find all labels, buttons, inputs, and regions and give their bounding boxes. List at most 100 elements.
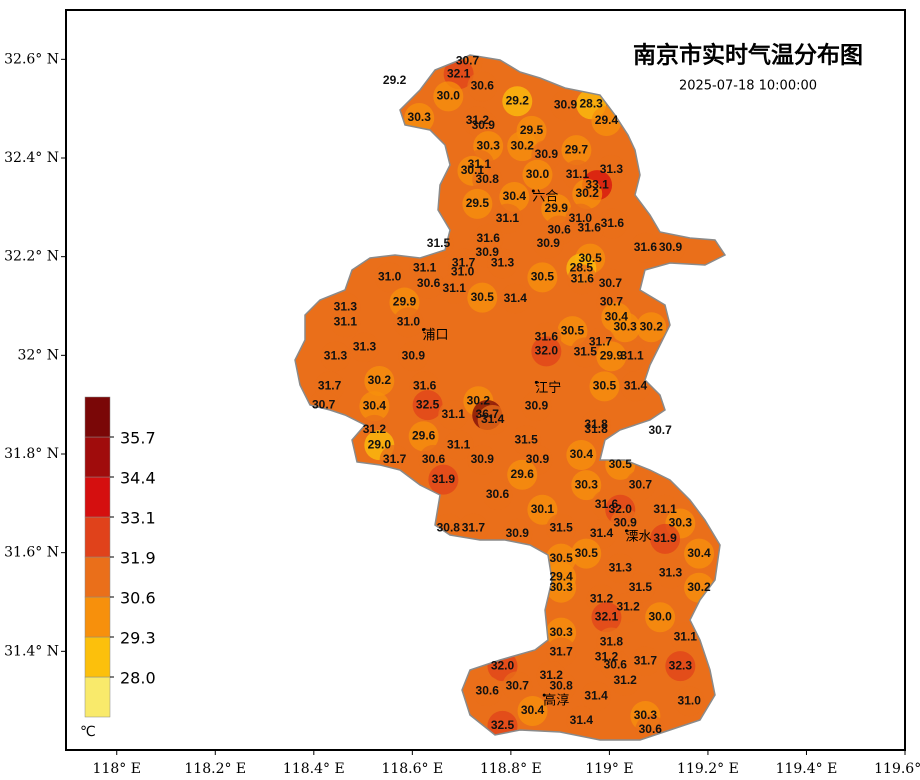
region-border bbox=[294, 54, 727, 741]
station-label: 31.6 bbox=[601, 216, 625, 230]
station-label: 30.6 bbox=[471, 79, 495, 93]
station-label: 30.6 bbox=[476, 683, 500, 697]
colorbar-box bbox=[84, 596, 111, 638]
station-label: 30.6 bbox=[604, 657, 628, 671]
station-label: 29.4 bbox=[595, 113, 619, 127]
temperature-patch bbox=[467, 71, 498, 102]
station-label: 30.9 bbox=[471, 452, 495, 466]
station-label: 28.3 bbox=[579, 96, 603, 110]
temperature-patch bbox=[467, 282, 498, 313]
station-label: 31.7 bbox=[589, 335, 613, 349]
station-label: 29.9 bbox=[393, 295, 417, 309]
temperature-patch bbox=[684, 538, 715, 569]
station-label: 31.0 bbox=[397, 314, 421, 328]
station-label: 32.1 bbox=[447, 66, 471, 80]
x-tick-label: 119.6° E bbox=[874, 761, 920, 777]
station-label: 32.0 bbox=[491, 658, 515, 672]
map-subtitle: 2025-07-18 10:00:00 bbox=[679, 79, 817, 94]
station-label: 29.4 bbox=[549, 570, 573, 584]
station-label: 31.1 bbox=[674, 630, 698, 644]
station-label: 30.2 bbox=[467, 393, 491, 407]
station-label: 31.5 bbox=[427, 236, 451, 250]
station-label: 30.9 bbox=[537, 236, 561, 250]
temperature-patch bbox=[487, 248, 518, 279]
colorbar-box bbox=[84, 396, 111, 438]
station-label: 30.2 bbox=[368, 373, 392, 387]
station-label: 30.9 bbox=[476, 245, 500, 259]
x-tick-label: 118.2° E bbox=[184, 761, 246, 777]
temperature-patch bbox=[359, 391, 390, 422]
station-label: 31.1 bbox=[443, 281, 467, 295]
temperature-patch bbox=[482, 479, 513, 510]
temperature-patch bbox=[472, 164, 503, 195]
temperature-patch bbox=[531, 336, 562, 367]
station-label: 31.7 bbox=[383, 452, 407, 466]
station-label: 30.7 bbox=[600, 295, 624, 309]
station-label: 31.3 bbox=[324, 348, 348, 362]
station-label: 30.5 bbox=[561, 323, 585, 337]
place-label: 高淳 bbox=[543, 693, 569, 709]
temperature-patch bbox=[502, 86, 533, 117]
y-tick-label: 32.6° N bbox=[4, 51, 59, 67]
temperature-patch bbox=[398, 341, 429, 372]
y-tick-label: 32° N bbox=[17, 347, 59, 363]
station-label: 31.4 bbox=[504, 291, 528, 305]
station-label: 29.5 bbox=[466, 196, 490, 210]
station-label: 32.5 bbox=[416, 397, 440, 411]
station-label: 29.0 bbox=[368, 437, 392, 451]
station-label: 30.7 bbox=[599, 276, 623, 290]
temperature-patch bbox=[412, 390, 443, 421]
station-label: 29.2 bbox=[506, 93, 530, 107]
station-label: 30.9 bbox=[472, 118, 496, 132]
place-label: 江宁 bbox=[535, 380, 561, 396]
station-label: 30.6 bbox=[422, 452, 446, 466]
station-label: 30.4 bbox=[605, 310, 629, 324]
colorbar-label: 30.6 bbox=[120, 589, 156, 608]
station-label: 30.5 bbox=[531, 270, 555, 284]
colorbar-unit: ℃ bbox=[80, 724, 96, 740]
temperature-patch bbox=[408, 421, 439, 452]
colorbar-label: 35.7 bbox=[120, 429, 156, 448]
station-label: 31.2 bbox=[616, 600, 640, 614]
station-label: 30.4 bbox=[687, 546, 711, 560]
y-tick-label: 31.6° N bbox=[4, 545, 59, 561]
temperature-patch bbox=[655, 558, 686, 589]
temperature-patch bbox=[374, 262, 405, 293]
station-label: 31.2 bbox=[363, 422, 387, 436]
station-label: 30.9 bbox=[554, 97, 578, 111]
station-label: 30.4 bbox=[570, 447, 594, 461]
station-label: 28.5 bbox=[570, 261, 594, 275]
temperature-patch bbox=[574, 213, 605, 244]
station-label: 31.2 bbox=[540, 668, 564, 682]
colorbar-box bbox=[84, 556, 111, 598]
temperature-patch bbox=[625, 470, 656, 501]
temperature-patch bbox=[605, 553, 636, 584]
temperature-patch bbox=[546, 572, 577, 603]
temperature-patch bbox=[597, 208, 628, 239]
temperature-patch bbox=[572, 179, 603, 210]
station-label: 31.5 bbox=[629, 580, 653, 594]
temperature-patch bbox=[561, 135, 592, 166]
place-label: 溧水 bbox=[625, 529, 651, 544]
temperature-patch bbox=[581, 681, 612, 712]
station-label: 31.8 bbox=[584, 422, 608, 436]
station-label: 30.7 bbox=[456, 53, 480, 67]
station-label: 30.2 bbox=[576, 186, 600, 200]
temperature-patch bbox=[458, 513, 489, 544]
temperature-patch bbox=[630, 232, 661, 263]
station-label: 32.0 bbox=[535, 344, 559, 358]
temperature-patch bbox=[566, 705, 597, 736]
temperature-patch bbox=[413, 268, 444, 299]
temperature-patch bbox=[617, 341, 648, 372]
station-label: 32.0 bbox=[609, 502, 633, 516]
temperature-patch bbox=[330, 307, 361, 338]
temperature-patch bbox=[517, 696, 548, 727]
temperature-patch bbox=[566, 439, 597, 470]
temperature-patch bbox=[610, 312, 641, 343]
station-label: 30.2 bbox=[511, 138, 535, 152]
x-tick-label: 119.2° E bbox=[677, 761, 739, 777]
temperature-patch bbox=[655, 232, 686, 263]
station-label: 30.4 bbox=[521, 703, 545, 717]
temperature-field bbox=[308, 55, 715, 740]
